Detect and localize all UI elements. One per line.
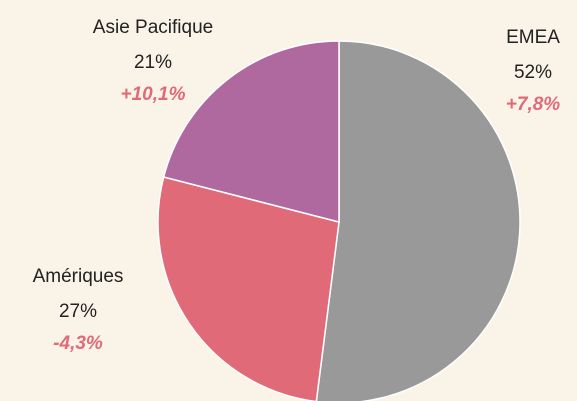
slice-annotation: +7,8% — [506, 94, 561, 115]
pie-slice — [315, 40, 521, 401]
pie-slice — [157, 176, 340, 401]
pie-slice — [162, 40, 340, 223]
slice-label: EMEA — [506, 27, 560, 48]
slice-annotation: +10,1% — [121, 84, 186, 105]
slice-annotation: -4,3% — [53, 333, 103, 354]
slice-label: Amériques — [33, 266, 124, 287]
slice-value-label: 21% — [134, 52, 172, 73]
slice-value-label: 52% — [514, 62, 552, 83]
slice-value-label: 27% — [59, 301, 97, 322]
slice-label: Asie Pacifique — [93, 17, 213, 38]
